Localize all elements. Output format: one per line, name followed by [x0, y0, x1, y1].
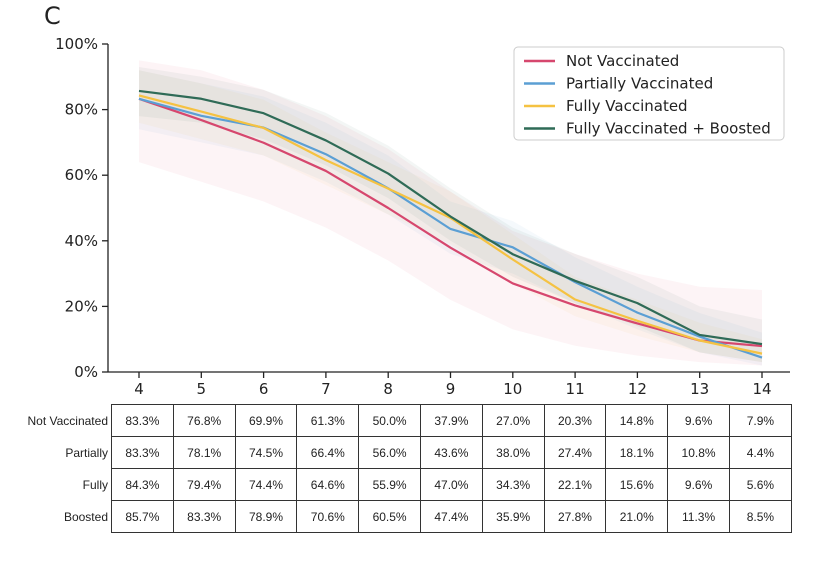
table-cell: 22.1%	[543, 468, 607, 501]
table-cell: 7.9%	[728, 404, 792, 437]
x-tick-label: 10	[503, 380, 522, 398]
x-tick-label: 5	[197, 380, 207, 398]
table-cell: 85.7%	[111, 500, 174, 533]
series-lines	[138, 89, 763, 359]
table-row-label: Fully	[82, 477, 108, 492]
x-tick-label: 13	[690, 380, 709, 398]
table-cell: 69.9%	[234, 404, 298, 437]
table-cell: 76.8%	[172, 404, 236, 437]
table-cell: 15.6%	[605, 468, 669, 501]
table-cell: 74.4%	[234, 468, 298, 501]
table-row: Fully 84.3% 79.4% 74.4% 64.6% 55.9% 47.0% 34.3%…	[14, 468, 792, 501]
table-row: Partially 83.3% 78.1% 74.5% 66.4% 56.0% 43.6% 3…	[14, 436, 792, 469]
legend-frame	[513, 46, 785, 141]
table-cell: 74.5%	[234, 436, 298, 469]
x-tick-label: 4	[134, 380, 144, 398]
table-row: Not Vaccinated 83.3% 76.8% 69.9% 61.3% 50.0% 3…	[14, 404, 792, 437]
table-cell: 43.6%	[419, 436, 483, 469]
table-cell: 60.5%	[358, 500, 421, 533]
band-series-1	[139, 60, 762, 366]
table-cell: 84.3%	[111, 468, 174, 501]
table-cell: 50.0%	[358, 404, 421, 437]
legend-label-3: Fully Vaccinated	[566, 97, 688, 115]
table-cell: 27.8%	[543, 500, 607, 533]
panel-letter: C	[44, 2, 61, 30]
y-tick-label: 40%	[65, 232, 98, 250]
table-cell: 70.6%	[296, 500, 360, 533]
x-tick-label: 8	[383, 380, 393, 398]
table-row-label: Boosted	[63, 509, 108, 524]
table-cell: 11.3%	[667, 500, 730, 533]
x-tick-label: 14	[752, 380, 771, 398]
table-cell: 37.9%	[419, 404, 483, 437]
table-cell: 8.5%	[728, 500, 792, 533]
line-series-4	[138, 89, 763, 346]
y-tick-label: 20%	[65, 297, 98, 315]
x-tick-label: 11	[566, 380, 585, 398]
data-table: Not Vaccinated 83.3% 76.8% 69.9% 61.3% 50.0% 3…	[14, 404, 792, 533]
table-cell: 56.0%	[358, 436, 421, 469]
y-tick-label: 60%	[65, 166, 98, 184]
legend-label-1: Not Vaccinated	[566, 52, 679, 70]
table-cell: 55.9%	[358, 468, 421, 501]
legend-label-2: Partially Vaccinated	[566, 75, 713, 93]
table-row: Boosted 85.7% 83.3% 78.9% 70.6% 60.5% 47.4% 35.…	[14, 500, 792, 533]
table-cell: 61.3%	[296, 404, 360, 437]
table-cell: 34.3%	[481, 468, 545, 501]
table-row-label: Not Vaccinated	[27, 413, 109, 428]
table-cell: 27.0%	[481, 404, 545, 437]
table-cell: 35.9%	[481, 500, 545, 533]
x-tick-label: 7	[321, 380, 331, 398]
table-cell: 21.0%	[605, 500, 669, 533]
table-cell: 83.3%	[111, 436, 174, 469]
x-tick-label: 9	[446, 380, 456, 398]
y-tick-label: 0%	[74, 363, 98, 381]
line-series-3	[138, 94, 763, 355]
y-tick-label: 80%	[65, 101, 98, 119]
table-cell: 18.1%	[605, 436, 669, 469]
table-cell: 78.9%	[234, 500, 298, 533]
table-cell: 79.4%	[172, 468, 236, 501]
table-cell: 64.6%	[296, 468, 360, 501]
x-tick-label: 12	[628, 380, 647, 398]
y-tick-label: 100%	[55, 35, 98, 53]
x-tick-label: 6	[259, 380, 269, 398]
table-cell: 66.4%	[296, 436, 360, 469]
table-cell: 9.6%	[667, 468, 730, 501]
legend: Not Vaccinated Partially Vaccinated Fully …	[513, 46, 785, 141]
table-cell: 47.4%	[419, 500, 483, 533]
axes: 0% 20% 40% 60% 80% 100% 4 5 6 7 8 9 10 11 12 13 14	[55, 35, 790, 398]
table-cell: 14.8%	[605, 404, 669, 437]
table-row-label: Partially	[65, 445, 108, 460]
table-cell: 83.3%	[111, 404, 174, 437]
table-cell: 10.8%	[667, 436, 730, 469]
table-cell: 78.1%	[172, 436, 236, 469]
table-cell: 38.0%	[481, 436, 545, 469]
table-cell: 27.4%	[543, 436, 607, 469]
table-cell: 83.3%	[172, 500, 236, 533]
table-cell: 5.6%	[728, 468, 792, 501]
line-series-1	[138, 97, 763, 348]
table-cell: 20.3%	[543, 404, 607, 437]
table-cell: 4.4%	[728, 436, 792, 469]
line-series-2	[138, 97, 763, 359]
legend-label-4: Fully Vaccinated + Boosted	[566, 120, 771, 138]
table-cell: 9.6%	[667, 404, 730, 437]
table-cell: 47.0%	[419, 468, 483, 501]
line-chart: 0% 20% 40% 60% 80% 100% 4 5 6 7 8 9 10 11 12 13 14 Not V…	[55, 35, 790, 398]
